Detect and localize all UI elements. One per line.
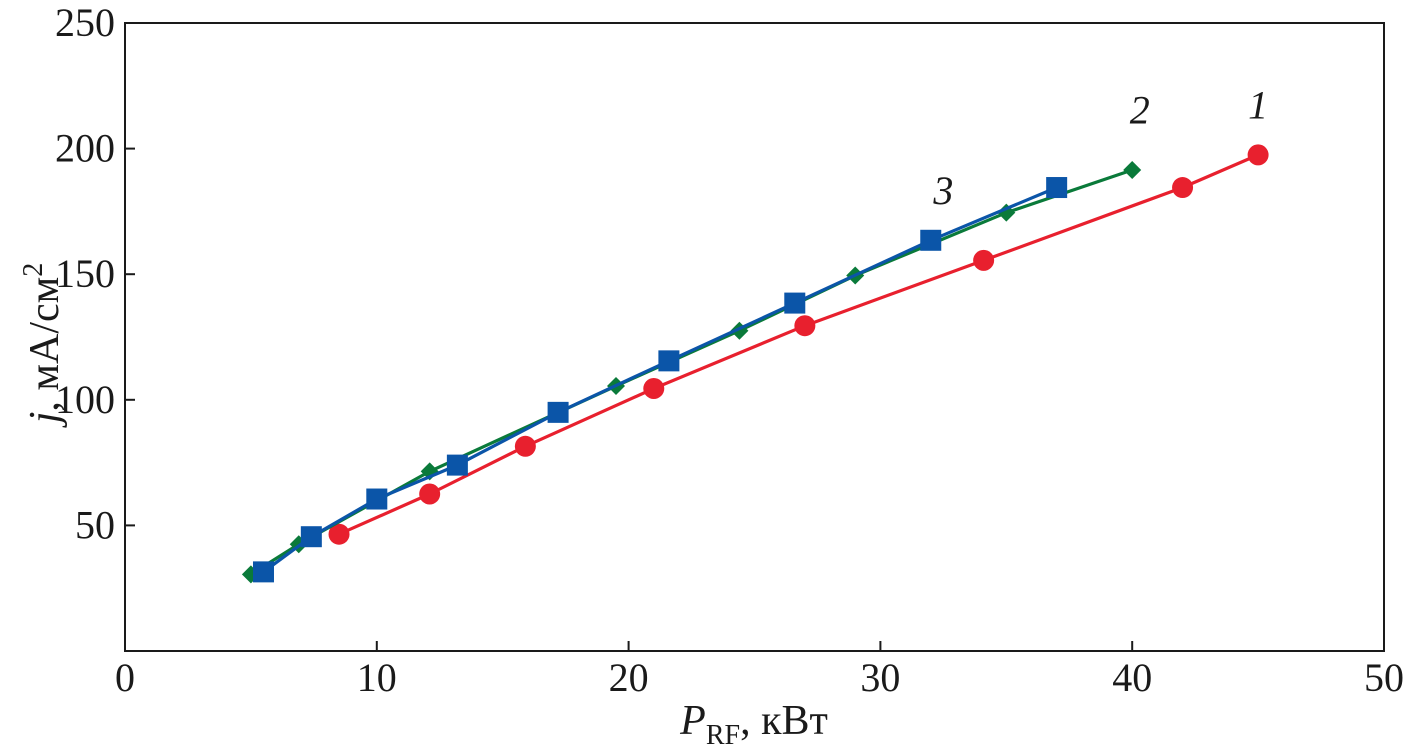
series-2-label: 2	[1130, 87, 1150, 132]
series-layer	[241, 144, 1269, 584]
series-1-point	[1172, 177, 1194, 199]
x-tick-label: 0	[115, 655, 135, 700]
y-axis-symbol: j	[22, 412, 68, 429]
series-3-point	[366, 488, 388, 510]
series-3-point	[300, 526, 322, 548]
x-axis-unit: , кВт	[740, 698, 828, 744]
series-1	[328, 144, 1269, 545]
x-tick-label: 10	[357, 655, 397, 700]
y-axis-unit: , мА/см	[22, 277, 68, 412]
series-3-point	[658, 350, 680, 372]
series-1-label: 1	[1248, 82, 1268, 127]
x-tick-label: 20	[609, 655, 649, 700]
y-tick-label: 250	[55, 0, 115, 45]
series-3-point	[446, 454, 468, 476]
x-tick-label: 30	[860, 655, 900, 700]
series-3-point	[1046, 177, 1068, 199]
series-1-point	[514, 435, 536, 457]
x-tick-label: 40	[1112, 655, 1152, 700]
series-3	[252, 177, 1068, 583]
series-3-point	[784, 292, 806, 314]
x-axis-subscript: RF	[706, 720, 740, 751]
series-1-point	[328, 523, 350, 545]
series-3-point	[547, 401, 569, 423]
curve-labels: 1 2 3	[932, 82, 1268, 212]
series-3-point	[252, 561, 274, 583]
x-axis-ticks: 0 10 20 30 40 50	[115, 641, 1404, 700]
series-1-point	[794, 315, 816, 337]
y-tick-label: 150	[55, 251, 115, 296]
y-tick-label: 100	[55, 377, 115, 422]
x-tick-label: 50	[1364, 655, 1404, 700]
y-tick-label: 200	[55, 126, 115, 171]
x-axis-label: PRF, кВт	[679, 698, 828, 751]
series-1-point	[419, 483, 441, 505]
plot-frame	[124, 22, 1385, 652]
series-1-point	[1247, 144, 1269, 166]
y-axis-superscript: 2	[18, 263, 49, 277]
series-3-point	[920, 229, 942, 251]
series-1-point	[643, 377, 665, 399]
series-3-label: 3	[932, 168, 953, 213]
series-1-point	[973, 249, 995, 271]
series-1-line	[337, 153, 1260, 536]
y-axis-label: j, мА/см2	[18, 263, 68, 428]
y-tick-label: 50	[75, 502, 115, 547]
y-axis-ticks: 50 100 150 200 250	[55, 0, 135, 547]
series-2-point	[1123, 160, 1142, 179]
x-axis-symbol: P	[679, 698, 706, 744]
